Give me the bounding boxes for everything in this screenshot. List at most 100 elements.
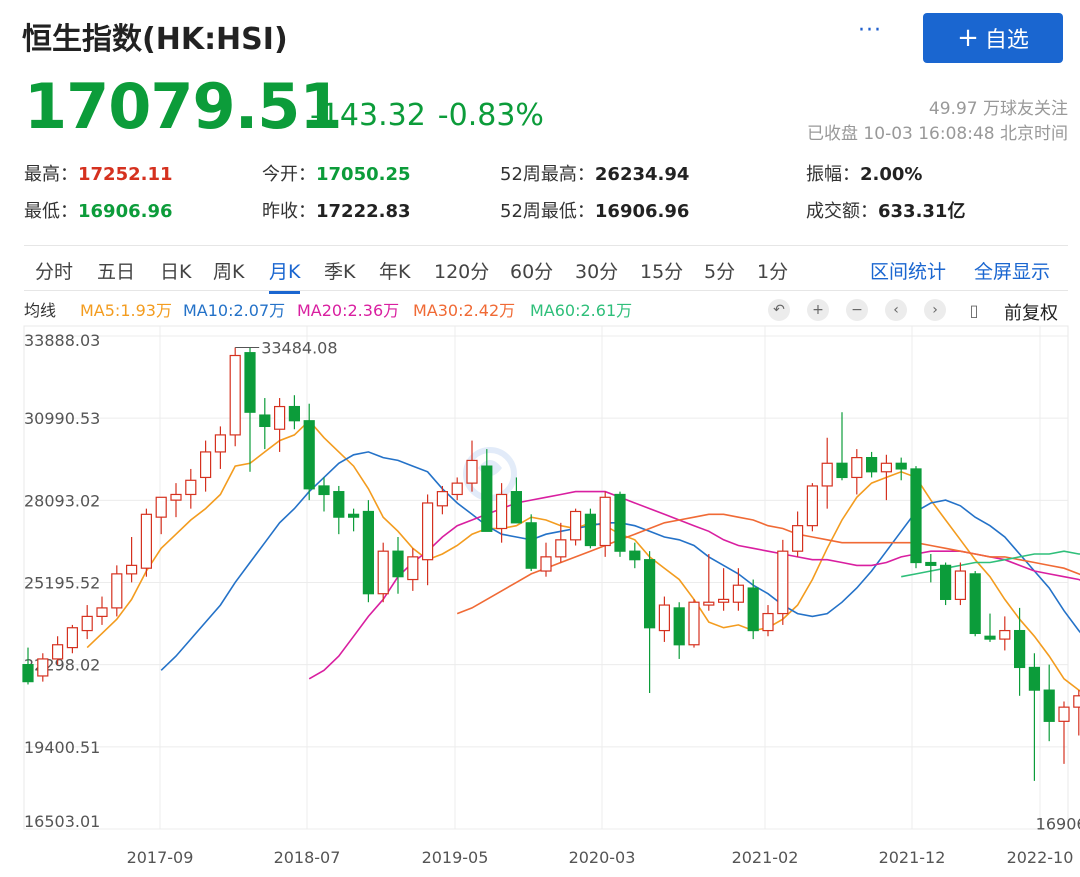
candle [22,647,34,685]
more-options-icon[interactable]: ··· [858,18,882,43]
candle-body [939,564,952,600]
scroll-left-icon[interactable]: ‹ [885,299,907,321]
candle-body [614,493,626,552]
y-tick-label: 33888.03 [24,331,100,350]
candle [1058,701,1070,764]
tab-intraday[interactable]: 分时 [35,261,74,283]
current-price: 17079.51 [24,70,343,143]
tab-weekly-k[interactable]: 周K [213,261,245,283]
candle-body [984,635,996,640]
candle [614,491,626,557]
tab-60min[interactable]: 60分 [510,261,554,283]
tab-yearly-k[interactable]: 年K [379,261,411,283]
candle [318,477,330,512]
tab-daily-k[interactable]: 日K [160,261,192,283]
candle [910,466,922,569]
zoom-out-icon[interactable]: − [846,299,868,321]
candle-body [81,615,93,632]
candle-body [333,491,345,518]
candle [96,596,108,625]
candle [288,395,300,430]
candle [555,522,567,563]
tab-15min[interactable]: 15分 [640,261,684,283]
candle-body [954,570,967,600]
candle [140,508,152,577]
candle [200,440,212,492]
candle [214,426,226,469]
candle [362,500,374,603]
x-tick-label: 2022-10 [1007,848,1074,867]
candle [66,624,79,654]
candle [658,596,671,642]
candle [836,412,848,481]
undo-icon[interactable]: ↶ [768,299,790,321]
candle [451,477,463,501]
tab-30min[interactable]: 30分 [575,261,619,283]
candle-body [392,550,404,578]
candle-body [185,479,197,496]
candle-body [525,522,537,569]
candle [939,562,952,606]
candle [791,511,804,557]
change-value: -143.32 [310,98,426,133]
tab-1min[interactable]: 1分 [757,261,789,283]
tab-five-day[interactable]: 五日 [97,261,136,283]
candle [510,477,522,524]
candle-body [96,607,108,618]
tab-quarterly-k[interactable]: 季K [324,261,356,283]
add-watchlist-button[interactable]: + 自选 [923,13,1063,63]
candle-style-icon[interactable]: ▯ [969,300,979,320]
range-stats-link[interactable]: 区间统计 [870,261,947,283]
scroll-right-icon[interactable]: › [924,299,946,321]
candle [569,508,582,546]
candle-body [200,451,212,479]
candle [407,548,419,591]
y-axis-ticks: 33888.0330990.5328093.0225195.5222298.02… [24,331,100,831]
tab-5min[interactable]: 5分 [704,261,736,283]
candle-body [140,513,152,569]
candle-body [274,405,286,430]
candle-body [229,354,241,436]
candle [717,568,730,611]
chart-annotations: 33484.08 16906.96 [235,338,1080,834]
candle [155,496,167,535]
candle [1073,690,1080,736]
plot-frame [23,325,1069,830]
market-status: 已收盘 10-03 16:08:48 北京时间 [807,124,1068,144]
candle [422,494,434,586]
add-watchlist-label: 自选 [984,28,1029,53]
candle-body [999,629,1011,640]
tab-120min[interactable]: 120分 [434,261,490,283]
x-tick-label: 2021-12 [879,848,946,867]
ma5-line [86,419,1080,692]
candle-body [599,496,611,547]
candle-body [821,462,833,487]
stat-turnover: 成交额：633.31亿 [806,201,966,222]
stat-52w-high: 52周最高：26234.94 [500,164,690,185]
stat-amplitude: 振幅：2.00% [806,164,923,185]
candle [333,485,345,535]
candle [377,542,389,603]
candle-body [407,556,419,581]
y-tick-label: 16503.01 [24,812,100,831]
followers-count: 49.97 万球友关注 [928,99,1068,119]
candle-body [111,573,123,609]
candle-body [584,513,597,547]
candle [969,571,981,637]
candle [925,554,937,583]
page-title: 恒生指数(HK:HSI) [22,22,288,57]
tab-monthly-k[interactable]: 月K [269,257,301,294]
adjust-mode-select[interactable]: 前复权 [1004,303,1058,324]
ma-label: 均线 [24,301,57,320]
candle-body [865,456,878,473]
candle-body [155,496,167,518]
candle-body [1073,695,1080,708]
zoom-in-icon[interactable]: + [807,299,829,321]
candle-body [436,491,448,507]
stat-prev-close: 昨收：17222.83 [262,201,411,222]
candle [348,508,360,532]
candle-body [481,465,493,532]
candle-body [1043,689,1055,722]
fullscreen-link[interactable]: 全屏显示 [974,261,1051,283]
kline-chart[interactable]: 33888.0330990.5328093.0225195.5222298.02… [0,322,1080,877]
